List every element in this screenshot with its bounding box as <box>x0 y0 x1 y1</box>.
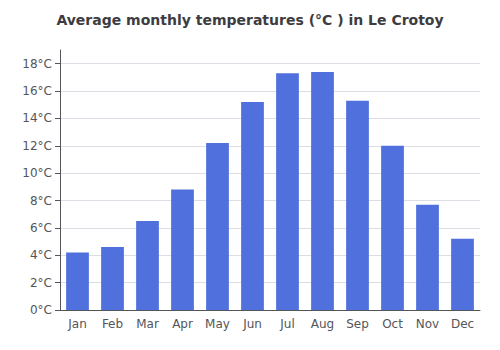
svg-text:Jan: Jan <box>67 317 87 331</box>
svg-text:Oct: Oct <box>382 317 403 331</box>
svg-text:10°C: 10°C <box>22 166 52 180</box>
svg-text:Jun: Jun <box>242 317 262 331</box>
svg-text:8°C: 8°C <box>30 194 52 208</box>
svg-text:Apr: Apr <box>172 317 193 331</box>
svg-text:Jul: Jul <box>279 317 294 331</box>
svg-text:16°C: 16°C <box>22 84 52 98</box>
svg-text:May: May <box>205 317 230 331</box>
svg-text:2°C: 2°C <box>30 276 52 290</box>
svg-text:14°C: 14°C <box>22 111 52 125</box>
svg-text:Nov: Nov <box>416 317 439 331</box>
svg-text:4°C: 4°C <box>30 248 52 262</box>
svg-text:6°C: 6°C <box>30 221 52 235</box>
svg-text:18°C: 18°C <box>22 57 52 71</box>
svg-text:Sep: Sep <box>346 317 369 331</box>
svg-text:0°C: 0°C <box>30 303 52 317</box>
svg-text:Feb: Feb <box>102 317 123 331</box>
svg-text:Mar: Mar <box>136 317 159 331</box>
svg-text:Aug: Aug <box>311 317 334 331</box>
svg-text:Average monthly temperatures (: Average monthly temperatures (°C ) in Le… <box>56 12 443 28</box>
svg-text:12°C: 12°C <box>22 139 52 153</box>
svg-text:Dec: Dec <box>451 317 474 331</box>
